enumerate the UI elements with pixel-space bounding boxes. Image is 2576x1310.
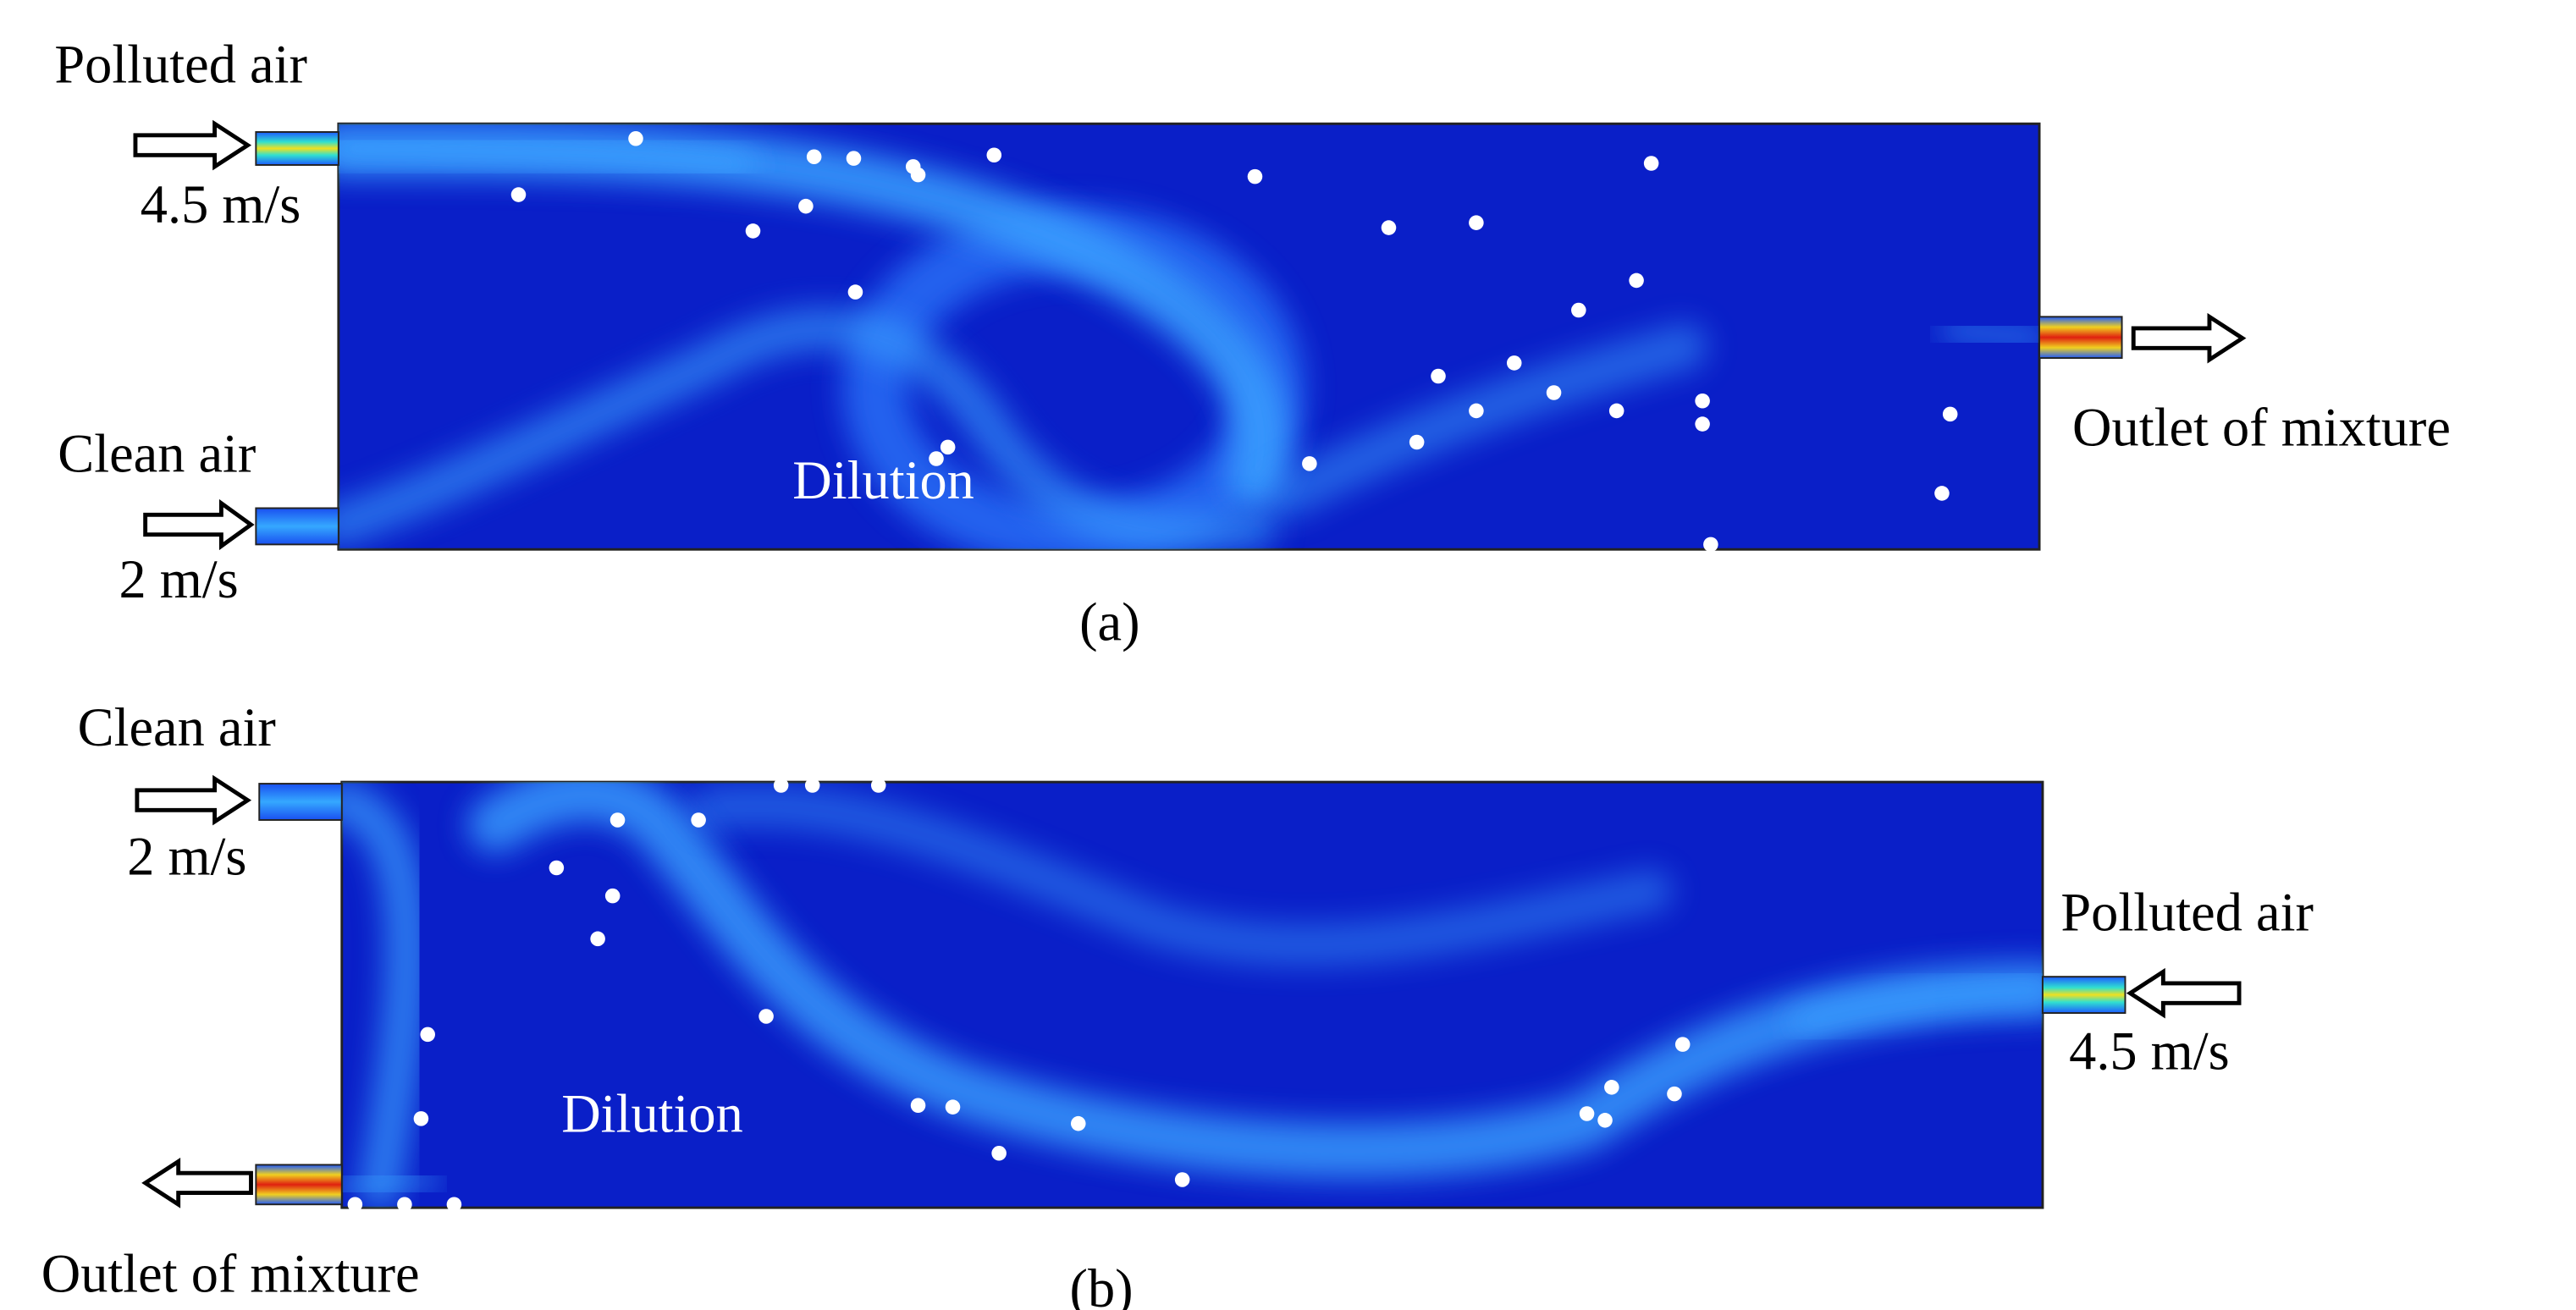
particle: [758, 1009, 774, 1024]
particle: [1695, 393, 1710, 409]
particle: [940, 439, 956, 455]
particle: [1934, 486, 1950, 501]
particle: [1942, 406, 1958, 422]
region-label: Dilution: [561, 1083, 743, 1143]
outlet-label: Outlet of mixture: [2072, 397, 2451, 457]
particle: [847, 284, 863, 300]
particle: [1629, 272, 1644, 289]
inlet-speed: 4.5 m/s: [2069, 1021, 2230, 1081]
particle: [1174, 1172, 1190, 1187]
caption: (b): [1070, 1258, 1134, 1310]
flow-arrow: [2131, 312, 2247, 364]
inlet-nozzle: [255, 507, 339, 546]
outlet-nozzle: [2038, 316, 2123, 360]
particle: [610, 812, 626, 828]
outlet-label: Outlet of mixture: [41, 1244, 420, 1304]
inlet-label: Clean air: [78, 697, 276, 757]
flow-field: [338, 124, 2040, 550]
particle: [1070, 1115, 1086, 1131]
particle: [1667, 1086, 1682, 1102]
panel-b: Clean air 2 m/s Polluted air 4.5 m/s Out…: [41, 697, 2314, 1310]
particle: [397, 1197, 412, 1212]
particle: [1571, 302, 1586, 318]
particle: [1579, 1106, 1595, 1121]
particle: [1695, 416, 1710, 432]
inlet-label: Clean air: [58, 424, 256, 484]
particle: [590, 931, 605, 947]
flow-arrow: [135, 774, 252, 826]
particle: [1469, 215, 1484, 230]
particle: [910, 167, 926, 183]
particle: [945, 1099, 961, 1115]
inlet-speed: 2 m/s: [119, 549, 238, 609]
particle: [986, 147, 1002, 163]
particle: [1674, 1037, 1691, 1052]
particle: [1431, 368, 1446, 384]
particle: [798, 198, 814, 214]
particle: [549, 860, 565, 876]
particle: [846, 151, 862, 166]
inlet-nozzle: [2041, 976, 2126, 1015]
particle: [1703, 537, 1718, 553]
particle: [804, 778, 820, 793]
particle: [347, 1197, 363, 1212]
particle: [691, 812, 706, 828]
particle: [1409, 434, 1425, 450]
inlet-nozzle: [258, 783, 343, 821]
particles: [347, 778, 1691, 1212]
particle: [1643, 156, 1659, 171]
flow-arrow: [143, 498, 255, 551]
particle: [1597, 1113, 1613, 1128]
particle: [929, 451, 944, 466]
inlet-label: Polluted air: [2060, 883, 2314, 943]
caption: (a): [1079, 592, 1139, 652]
particle: [413, 1111, 429, 1126]
particle: [773, 778, 789, 793]
particle: [1506, 355, 1522, 371]
particle: [1247, 168, 1263, 184]
particle: [745, 223, 761, 239]
particle: [1608, 403, 1624, 419]
region-label: Dilution: [792, 450, 974, 510]
particle: [806, 149, 822, 164]
panel-a: Polluted air 4.5 m/s Clean air 2 m/s Out…: [54, 34, 2451, 652]
particle: [628, 130, 643, 146]
particle: [446, 1197, 462, 1212]
particle: [510, 187, 527, 202]
particle: [420, 1027, 435, 1043]
particles: [510, 130, 1958, 553]
particle: [1604, 1080, 1619, 1095]
particle: [870, 778, 886, 793]
flow-field: [341, 782, 2043, 1208]
particle: [910, 1098, 926, 1114]
inlet-nozzle: [255, 130, 339, 166]
particle: [1546, 385, 1562, 400]
flow-arrow: [133, 119, 252, 171]
particle: [991, 1146, 1007, 1161]
particle: [604, 888, 621, 904]
particle: [1469, 403, 1484, 419]
inlet-label: Polluted air: [54, 34, 307, 94]
inlet-speed: 4.5 m/s: [141, 174, 301, 234]
flow-arrow: [141, 1158, 253, 1208]
particle: [1302, 456, 1317, 471]
inlet-speed: 2 m/s: [127, 826, 246, 886]
particle: [1381, 220, 1397, 235]
outlet-nozzle: [255, 1164, 343, 1206]
flow-arrow: [2126, 967, 2242, 1019]
